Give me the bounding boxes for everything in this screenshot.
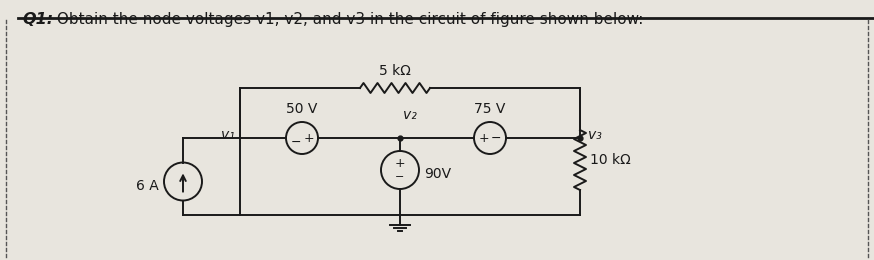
Text: +: + xyxy=(479,132,489,145)
Text: 5 kΩ: 5 kΩ xyxy=(379,64,411,78)
Text: −: − xyxy=(490,132,502,145)
Text: −: − xyxy=(395,172,405,182)
Text: v₁: v₁ xyxy=(221,128,235,142)
Text: 50 V: 50 V xyxy=(287,102,317,116)
Text: Q1:: Q1: xyxy=(22,12,53,27)
Text: v₃: v₃ xyxy=(588,128,602,142)
Text: Obtain the node voltages v1, v2, and v3 in the circuit of figure shown below:: Obtain the node voltages v1, v2, and v3 … xyxy=(52,12,643,27)
Text: 75 V: 75 V xyxy=(475,102,506,116)
Text: 10 kΩ: 10 kΩ xyxy=(590,153,631,167)
Text: +: + xyxy=(395,157,406,170)
Text: +: + xyxy=(303,132,315,145)
Text: v₂: v₂ xyxy=(403,108,417,122)
Text: −: − xyxy=(291,135,302,148)
Text: 90V: 90V xyxy=(424,167,451,181)
Text: 6 A: 6 A xyxy=(136,179,159,192)
